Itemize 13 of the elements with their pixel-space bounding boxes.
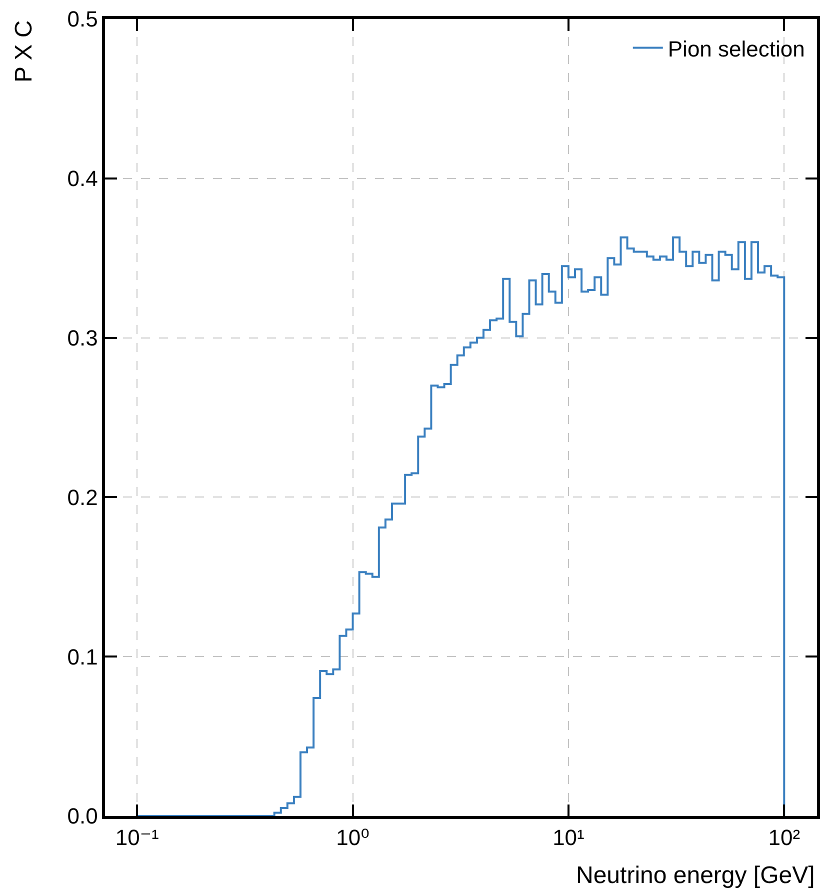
y-axis-title: P X C (10, 20, 38, 82)
y-tick-label: 0.0 (67, 804, 98, 829)
x-tick-label: 10² (768, 825, 800, 850)
y-tick-label: 0.3 (67, 326, 98, 350)
x-tick-label: 10⁻¹ (115, 825, 159, 850)
x-tick-label: 10¹ (552, 825, 584, 850)
y-tick-label: 0.4 (67, 166, 98, 192)
y-tick-label: 0.2 (67, 484, 98, 510)
x-axis-title: Neutrino energy [GeV] (576, 862, 815, 889)
legend-label: Pion selection (668, 36, 805, 62)
x-tick-label: 10⁰ (336, 825, 370, 850)
y-tick-label: 0.5 (67, 6, 98, 32)
y-tick-label: 0.1 (67, 644, 98, 670)
